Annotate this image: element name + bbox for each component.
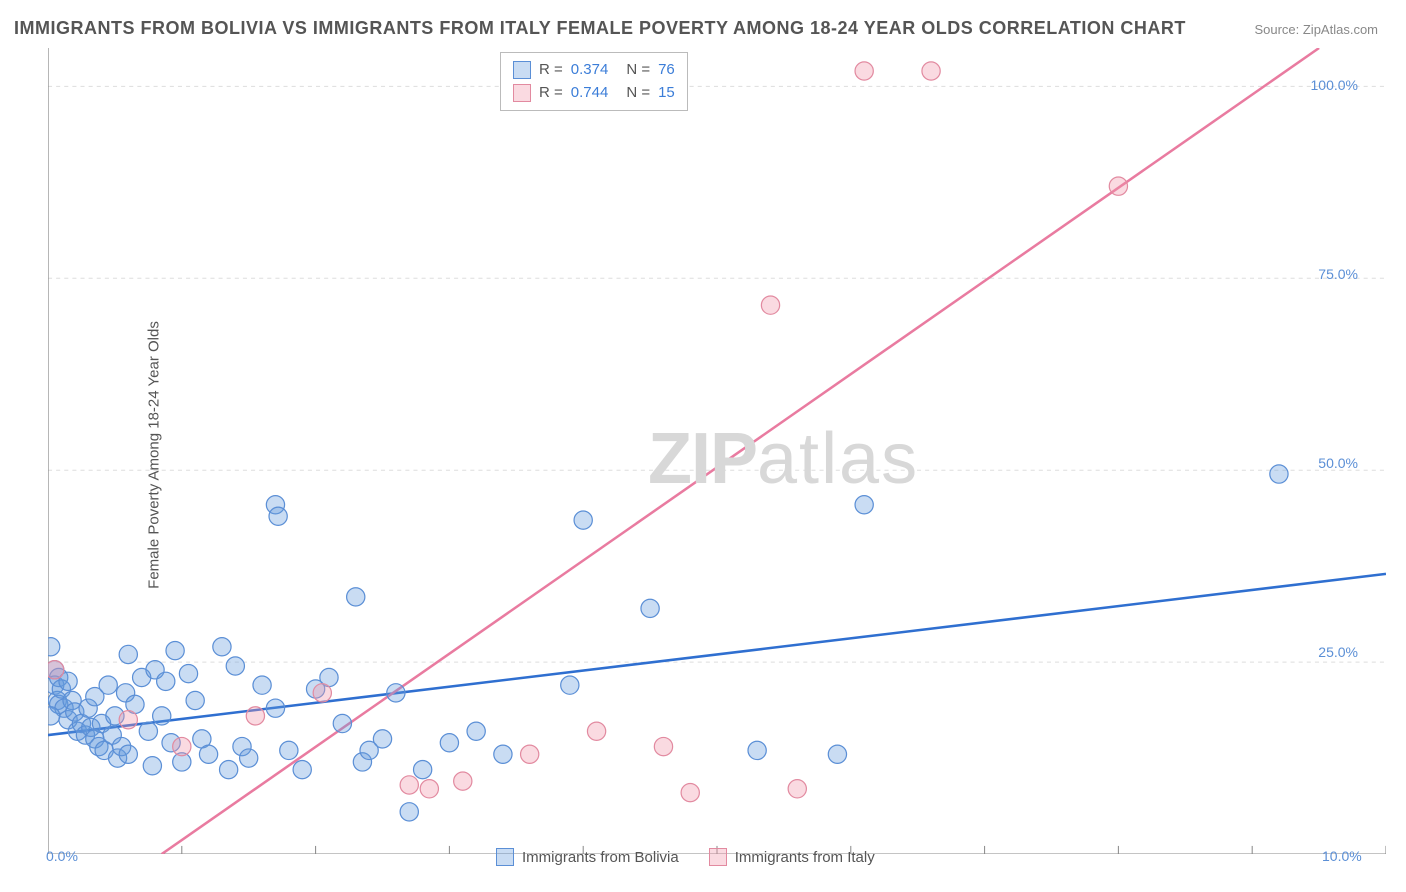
series-legend-italy: Immigrants from Italy: [709, 848, 875, 866]
legend-n-label: N =: [626, 82, 650, 105]
series-name: Immigrants from Bolivia: [522, 849, 679, 866]
legend-swatch: [513, 84, 531, 102]
legend-n-value: 76: [658, 59, 675, 82]
legend-n-value: 15: [658, 82, 675, 105]
tick-label: 10.0%: [1322, 848, 1362, 864]
legend-r-label: R =: [539, 59, 563, 82]
tick-label: 0.0%: [46, 848, 78, 864]
series-name: Immigrants from Italy: [735, 849, 875, 866]
legend-r-label: R =: [539, 82, 563, 105]
chart-area: Female Poverty Among 18-24 Year Olds ZIP…: [48, 48, 1386, 862]
source-attribution: Source: ZipAtlas.com: [1254, 22, 1378, 37]
tick-label: 50.0%: [1318, 455, 1358, 471]
legend-swatch: [709, 848, 727, 866]
legend-r-value: 0.374: [571, 59, 609, 82]
tick-label: 75.0%: [1318, 266, 1358, 282]
tick-label: 100.0%: [1311, 77, 1358, 93]
tick-label: 25.0%: [1318, 644, 1358, 660]
series-legend: Immigrants from Bolivia Immigrants from I…: [496, 848, 875, 866]
series-legend-bolivia: Immigrants from Bolivia: [496, 848, 679, 866]
scatter-plot: [48, 48, 1386, 854]
chart-title: IMMIGRANTS FROM BOLIVIA VS IMMIGRANTS FR…: [14, 18, 1186, 39]
legend-swatch: [513, 61, 531, 79]
legend-row-italy: R = 0.744 N = 15: [513, 82, 675, 105]
legend-r-value: 0.744: [571, 82, 609, 105]
legend-n-label: N =: [626, 59, 650, 82]
correlation-legend: R = 0.374 N = 76 R = 0.744 N = 15: [500, 52, 688, 111]
legend-swatch: [496, 848, 514, 866]
legend-row-bolivia: R = 0.374 N = 76: [513, 59, 675, 82]
